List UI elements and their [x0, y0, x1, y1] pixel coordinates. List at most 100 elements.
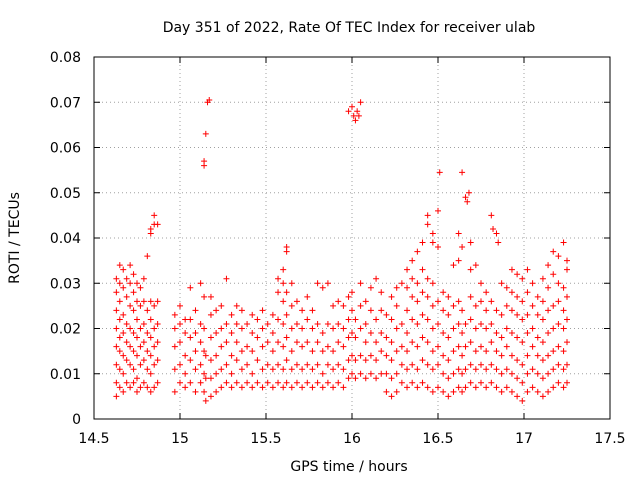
data-point — [354, 108, 361, 115]
data-point — [137, 302, 144, 309]
data-point — [233, 339, 240, 346]
data-point — [378, 307, 385, 314]
data-point — [388, 375, 395, 382]
data-point — [550, 384, 557, 391]
data-point — [324, 320, 331, 327]
data-point — [424, 293, 431, 300]
data-point — [192, 388, 199, 395]
data-point — [134, 352, 140, 359]
data-point — [340, 302, 347, 309]
data-point — [213, 352, 220, 359]
data-point — [398, 361, 405, 368]
data-point — [259, 343, 266, 350]
data-point — [467, 239, 474, 246]
data-point — [330, 366, 337, 373]
data-point — [560, 366, 567, 373]
data-point — [383, 388, 390, 395]
data-point — [192, 330, 199, 337]
data-point — [218, 366, 225, 373]
data-point — [503, 384, 510, 391]
data-point — [283, 379, 290, 386]
data-point — [314, 280, 321, 287]
data-point — [404, 366, 411, 373]
data-point — [130, 330, 137, 337]
y-axis-ticks: 0 0.01 0.02 0.03 0.04 0.05 0.06 0.07 0.08 — [50, 50, 610, 428]
data-point — [197, 320, 204, 327]
data-point — [283, 334, 290, 341]
data-point — [147, 316, 154, 323]
data-point — [140, 320, 147, 327]
data-point — [445, 393, 452, 400]
data-point — [436, 169, 443, 176]
y-tick-label: 0.01 — [50, 367, 81, 383]
data-point — [429, 348, 436, 355]
data-point — [545, 284, 552, 291]
data-point — [192, 348, 199, 355]
data-point — [187, 316, 194, 323]
data-point — [197, 379, 204, 386]
data-point — [147, 388, 154, 395]
data-point — [207, 357, 214, 364]
data-point — [498, 370, 505, 377]
data-point — [414, 320, 421, 327]
data-point — [330, 384, 337, 391]
data-point — [514, 393, 521, 400]
data-point — [478, 379, 484, 386]
data-point — [182, 330, 189, 337]
data-point — [467, 379, 474, 386]
data-point — [144, 253, 151, 260]
data-point — [398, 320, 405, 327]
data-point — [373, 275, 380, 282]
data-point — [398, 280, 405, 287]
data-point — [350, 112, 357, 119]
data-point — [493, 230, 500, 237]
data-point — [134, 334, 140, 341]
data-point — [116, 366, 123, 373]
data-point — [151, 212, 158, 219]
data-point — [367, 352, 374, 359]
data-point — [254, 357, 261, 364]
data-point — [140, 339, 147, 346]
data-point — [113, 393, 120, 400]
data-point — [357, 280, 364, 287]
data-point — [309, 366, 316, 373]
data-point — [409, 257, 416, 264]
y-tick-label: 0.07 — [50, 95, 81, 111]
data-point — [519, 379, 526, 386]
data-point — [560, 348, 567, 355]
data-point — [283, 248, 290, 255]
y-tick-label: 0 — [72, 412, 81, 428]
data-point — [524, 311, 531, 318]
data-point — [254, 316, 261, 323]
x-tick-label: 15 — [171, 431, 189, 447]
data-point — [508, 266, 515, 273]
data-point — [147, 334, 154, 341]
data-point — [455, 257, 462, 264]
data-point — [345, 316, 352, 323]
data-point — [335, 298, 342, 305]
data-point — [519, 361, 526, 368]
data-point — [130, 348, 137, 355]
data-point — [388, 339, 395, 346]
data-point — [349, 103, 355, 110]
data-point — [259, 384, 266, 391]
data-point — [116, 316, 123, 323]
data-point — [357, 302, 364, 309]
data-point — [472, 302, 479, 309]
data-point — [330, 302, 337, 309]
data-point — [455, 366, 462, 373]
data-point — [478, 280, 484, 287]
data-point — [478, 361, 484, 368]
data-point — [293, 298, 300, 305]
data-point — [445, 311, 452, 318]
data-point — [218, 343, 225, 350]
data-point — [435, 298, 441, 305]
data-point — [529, 366, 536, 373]
data-point — [249, 370, 256, 377]
data-point — [435, 361, 441, 368]
data-point — [123, 339, 130, 346]
data-point — [519, 275, 526, 282]
data-point — [478, 320, 484, 327]
data-point — [280, 384, 287, 391]
